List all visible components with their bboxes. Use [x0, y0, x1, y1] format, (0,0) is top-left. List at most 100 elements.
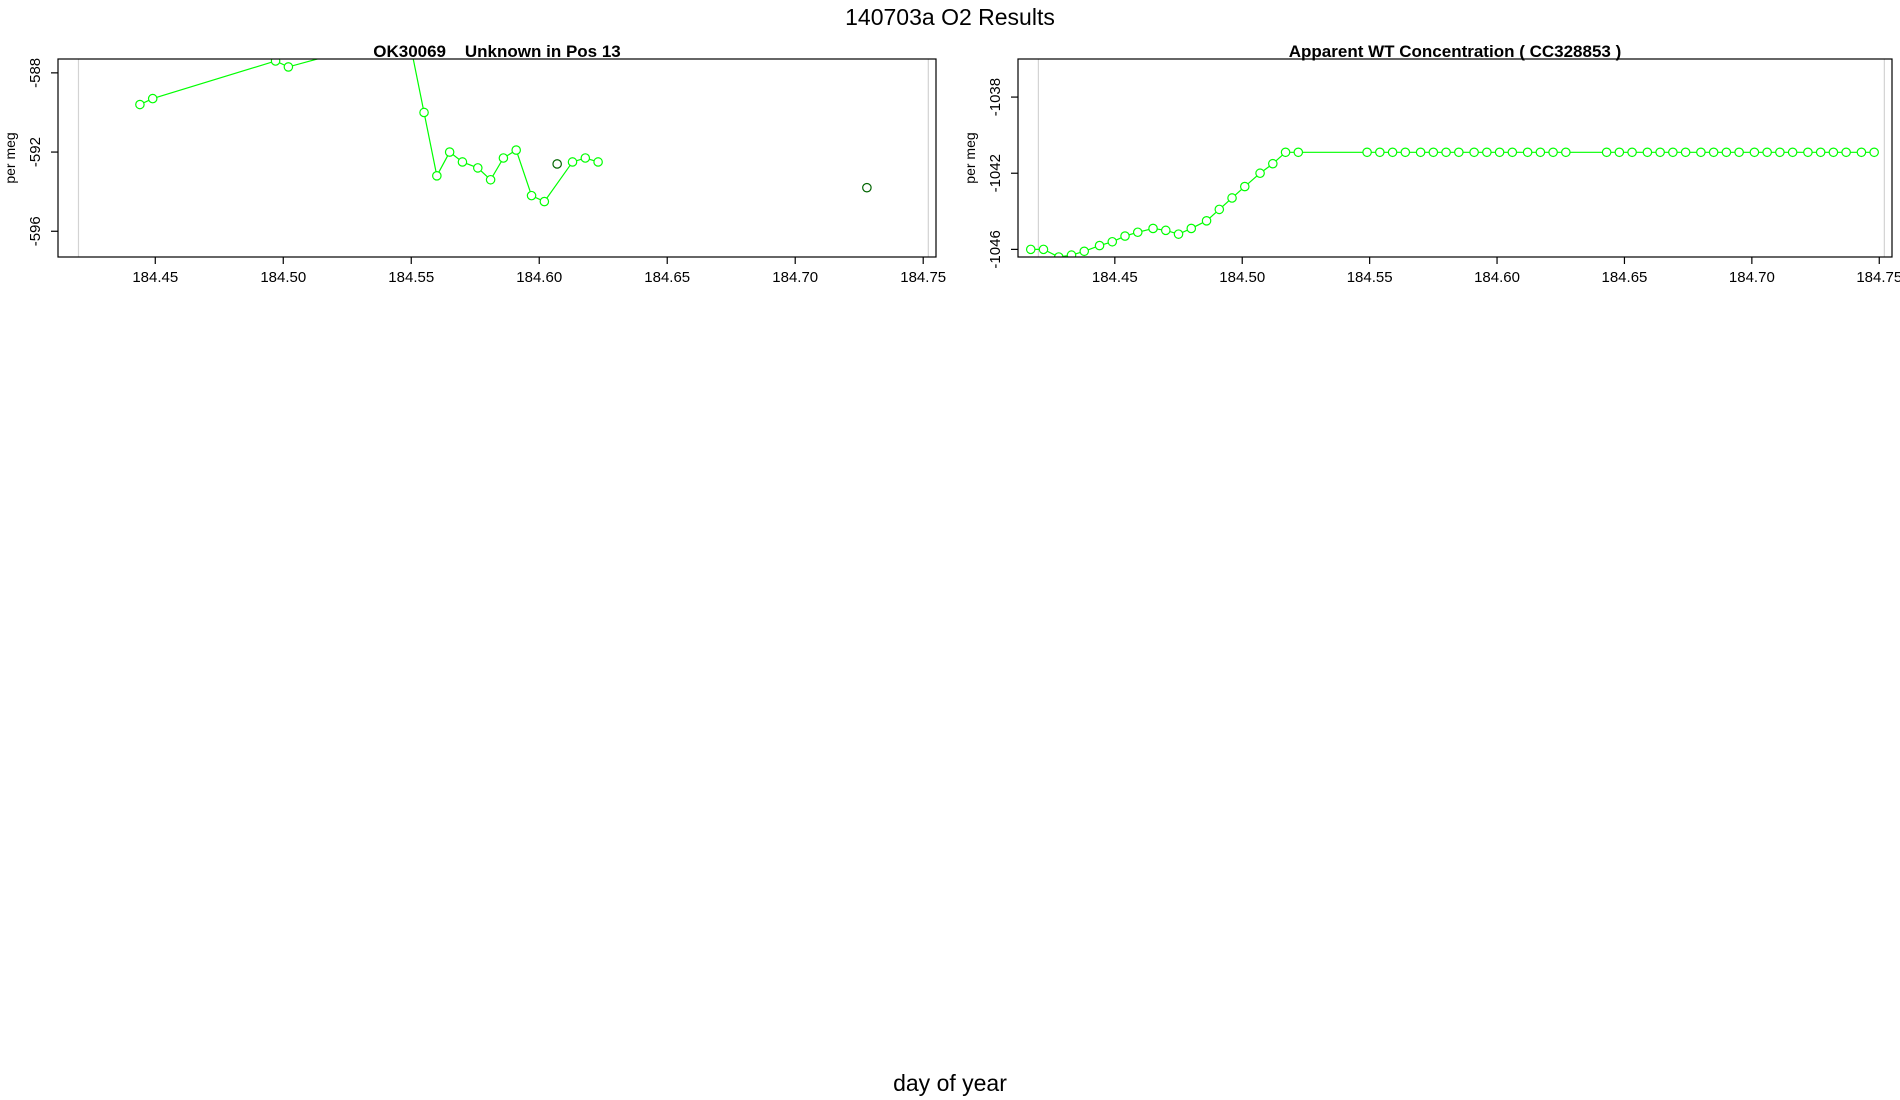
data-point: [1120, 231, 1130, 241]
data-point: [135, 99, 145, 110]
x-tick-label: 184.55: [1347, 269, 1393, 286]
data-point: [1721, 147, 1732, 158]
data-point: [1841, 147, 1851, 158]
y-tick-label: -596: [27, 216, 44, 246]
data-point: [1201, 216, 1212, 226]
data-point: [1454, 147, 1464, 158]
data-point: [1268, 158, 1278, 169]
x-tick-label: 184.70: [1729, 269, 1775, 286]
data-point: [1053, 252, 1064, 257]
data-point: [1227, 193, 1237, 203]
data-point: [1428, 147, 1439, 158]
plot-frame: [1017, 58, 1893, 258]
data-point: [1642, 147, 1653, 158]
x-tick-label: 184.65: [1602, 269, 1648, 286]
x-tick-label: 184.50: [260, 269, 306, 286]
data-point: [1025, 244, 1036, 255]
data-point: [1614, 147, 1625, 158]
y-tick-label: -588: [27, 58, 44, 88]
chart-panel-1: 184.45 184.50 184.55 184.60 184.65 184.70 184.…: [2, 42, 946, 286]
data-point: [1173, 229, 1184, 239]
x-tick-label: 184.70: [772, 269, 818, 286]
data-point: [580, 153, 591, 163]
data-point: [1094, 240, 1105, 251]
figure-title: 140703a O2 Results: [845, 4, 1055, 30]
x-tick-label: 184.60: [1474, 269, 1520, 286]
data-point: [1627, 147, 1637, 158]
data-point: [1186, 223, 1197, 234]
y-tick-label: -1038: [987, 78, 1004, 116]
data-point: [1787, 147, 1798, 158]
data-point: [1280, 147, 1291, 158]
data-point: [1708, 147, 1719, 158]
data-point: [498, 153, 509, 163]
data-point: [593, 157, 603, 167]
data-point: [432, 171, 442, 181]
data-point: [1400, 147, 1411, 158]
data-point: [1293, 147, 1304, 158]
data-point: [444, 147, 455, 157]
data-point: [539, 196, 550, 207]
data-point: [1828, 147, 1839, 158]
plot-area: [135, 59, 872, 207]
x-tick-label: 184.45: [132, 269, 178, 286]
data-point: [1160, 225, 1171, 236]
plot-frame: [57, 58, 937, 258]
plot-area: [1025, 147, 1879, 257]
data-point: [1680, 147, 1691, 158]
data-point: [1856, 147, 1867, 158]
x-tick-label: 184.60: [516, 269, 562, 286]
data-point: [1482, 147, 1492, 158]
x-tick-label: 184.75: [1856, 269, 1900, 286]
data-point: [1507, 147, 1518, 158]
data-point: [862, 182, 872, 193]
x-tick-label: 184.75: [900, 269, 946, 286]
chart-title: OK30069 Unknown in Pos 13: [373, 42, 621, 61]
data-point: [1803, 147, 1813, 158]
x-tick-label: 184.65: [644, 269, 690, 286]
data-point: [1548, 147, 1558, 158]
chart-panel-2: 184.45 184.50 184.55 184.60 184.65 184.70 184.…: [962, 42, 1900, 286]
y-axis-label: per meg: [962, 132, 978, 183]
chart-title: Apparent WT Concentration ( CC328853 ): [1289, 42, 1622, 61]
data-point: [1494, 147, 1505, 158]
data-point: [1415, 147, 1426, 158]
data-point: [1749, 147, 1760, 158]
data-point: [1441, 147, 1451, 158]
data-point: [457, 157, 468, 167]
data-point: [1668, 147, 1678, 158]
data-point: [1775, 147, 1785, 158]
y-tick-label: -1042: [987, 154, 1004, 192]
y-tick-label: -592: [27, 137, 44, 167]
data-point: [270, 59, 281, 66]
data-point: [419, 107, 429, 118]
y-axis-label: per meg: [2, 132, 18, 183]
data-point: [1535, 147, 1546, 158]
data-point: [1469, 147, 1479, 158]
data-point: [511, 145, 521, 155]
data-point: [526, 190, 537, 201]
data-point: [1214, 204, 1225, 215]
data-point: [1601, 147, 1612, 158]
data-point: [1869, 147, 1879, 158]
data-point: [1239, 181, 1250, 192]
data-point: [1375, 147, 1385, 158]
data-point: [147, 93, 158, 104]
data-point: [1148, 223, 1158, 234]
data-point: [1362, 147, 1372, 158]
series-line: [139, 59, 599, 203]
data-point: [485, 174, 496, 185]
data-point: [1762, 147, 1772, 158]
data-point: [1387, 147, 1398, 158]
data-point: [552, 159, 562, 169]
data-point: [1079, 246, 1090, 257]
data-point: [1107, 236, 1118, 247]
series-line: [1030, 151, 1875, 257]
data-point: [1038, 244, 1049, 255]
data-point: [1734, 147, 1744, 158]
data-point: [1696, 147, 1706, 158]
x-tick-label: 184.50: [1219, 269, 1265, 286]
data-point: [1655, 147, 1665, 158]
x-axis-label: day of year: [893, 1070, 1007, 1096]
